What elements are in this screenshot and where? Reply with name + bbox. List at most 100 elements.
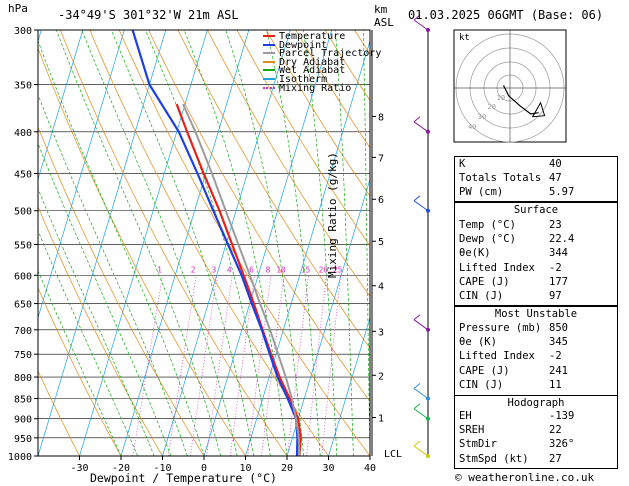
stat-value: 326° [549, 438, 575, 451]
hodograph-stats-title: Hodograph [507, 397, 565, 409]
temperature-tick-label: 30 [322, 463, 334, 474]
stat-value: 23 [549, 219, 562, 231]
isotherm-line [328, 316, 370, 456]
dewpoint-line [131, 30, 299, 456]
stat-value: 22 [549, 424, 562, 437]
mixing-ratio-label: 15 [301, 265, 311, 274]
legend-swatch [263, 69, 275, 72]
wind-barb-profile [413, 14, 430, 458]
height-axis: 8 7 6 5 4 3 2 1 [371, 30, 384, 456]
dry-adiabat-line [177, 30, 370, 349]
dry-adiabat-line [38, 287, 122, 456]
stat-label: SREH [459, 424, 485, 437]
wet-adiabat-line [55, 30, 221, 456]
stat-label: CIN (J) [459, 378, 504, 391]
stat-row: Totals Totals 47 [459, 172, 613, 186]
temperature-tick-label: -30 [70, 463, 88, 474]
mixing-ratio-label: 6 [249, 265, 254, 274]
wind-barb-shaft [413, 408, 429, 420]
stat-label: Pressure (mb) [459, 322, 542, 334]
mixing-ratio-label: 8 [266, 265, 271, 274]
stat-label: CIN (J) [459, 290, 504, 302]
isotherm-line [120, 30, 250, 456]
wind-barb-shaft [413, 445, 429, 457]
hodograph-trace [502, 85, 539, 115]
stat-value: 241 [549, 364, 568, 377]
stat-label: Lifted Index [459, 261, 535, 274]
mixing-ratio-line [287, 275, 309, 456]
stat-row: K 40 [459, 158, 613, 172]
stat-row: CIN (J) 11 [459, 379, 613, 393]
stat-row: Lifted Index -2 [459, 262, 613, 276]
x-axis-title: Dewpoint / Temperature (°C) [90, 471, 277, 485]
mixing-ratio-label: 2 [191, 265, 196, 274]
height-tick-label: 3 [378, 327, 384, 338]
stat-value: 11 [549, 378, 562, 391]
stat-value: 22.4 [549, 233, 575, 246]
dry-adiabat-line [265, 30, 370, 197]
height-tick-label: 7 [378, 153, 384, 164]
surface-panel: Surface Temp (°C) 23 Dewp (°C) 22.4 θe(K) 344… [454, 202, 618, 306]
pressure-tick-label: 400 [14, 128, 32, 139]
pressure-tick-label: 650 [14, 300, 32, 311]
stat-value: 5.97 [549, 186, 575, 199]
mixing-ratio-label: 4 [227, 265, 232, 274]
wet-adiabat-line [335, 30, 354, 456]
dry-adiabat-line [60, 30, 288, 456]
mixing-ratio-line [321, 275, 342, 456]
stat-row: Temp (°C) 23 [459, 219, 613, 233]
stat-value: 345 [549, 336, 568, 349]
pressure-tick-label: 1000 [8, 452, 32, 463]
hodograph-stats-panel: Hodograph EH -139 SREH 22 StmDir 326° StmSpd (… [454, 395, 618, 469]
pressure-tick-label: 500 [14, 207, 32, 218]
pressure-tick-label: 800 [14, 373, 32, 384]
location-title: -34°49'S 301°32'W 21m ASL [58, 8, 239, 22]
wind-barb-shaft [413, 121, 429, 133]
most-unstable-panel: Most Unstable Pressure (mb) 850 θe (K) 345 L… [454, 306, 618, 396]
stat-value: 40 [549, 158, 562, 170]
copyright-footer: © weatheronline.co.uk [455, 471, 595, 484]
dry-adiabat-line [38, 126, 205, 456]
dry-adiabat-line [38, 47, 246, 456]
height-tick-label: 8 [378, 112, 384, 123]
stat-label: Totals Totals [459, 172, 542, 185]
wet-adiabat-line [38, 93, 188, 456]
wet-adiabat-line [38, 39, 205, 456]
storm-motion-marker [531, 101, 546, 118]
stat-label: PW (cm) [459, 186, 504, 199]
pressure-tick-label: 900 [14, 415, 32, 426]
background-lines [38, 30, 370, 456]
stat-row: θe (K) 345 [459, 336, 613, 350]
dry-adiabat-line [295, 30, 370, 149]
pressure-tick-label: 450 [14, 169, 32, 180]
stat-label: StmDir [459, 438, 497, 451]
legend-label: Parcel Trajectory [279, 48, 382, 60]
wet-adiabat-line [110, 30, 255, 456]
mixing-ratio-line [132, 275, 163, 456]
isotherm-line [286, 178, 370, 456]
dry-adiabat-line [118, 30, 370, 456]
temperature-tick-label: -10 [153, 463, 171, 474]
temperature-tick-label: -20 [112, 463, 130, 474]
stat-label: Lifted Index [459, 350, 535, 363]
sounding-lines [131, 30, 302, 456]
pressure-tick-label: 550 [14, 240, 32, 251]
mixing-ratio-label: 20 [319, 265, 329, 274]
pressure-tick-label: 700 [14, 326, 32, 337]
isotherm-line [245, 39, 370, 456]
stat-value: 47 [549, 172, 562, 185]
mixing-ratio-line [306, 275, 327, 456]
legend-label: Dewpoint [279, 39, 328, 51]
dry-adiabat-line [38, 370, 80, 456]
stat-row: CAPE (J) 177 [459, 276, 613, 290]
surface-title: Surface [513, 204, 559, 216]
legend-swatch [263, 52, 275, 55]
lcl-label: LCL [384, 449, 403, 460]
wind-barb-shaft [413, 19, 429, 31]
legend-item: Isotherm [263, 74, 327, 85]
temperature-tick-label: 0 [201, 463, 207, 474]
stat-row: Lifted Index -2 [459, 350, 613, 364]
isotherm-line [203, 30, 333, 456]
mixing-ratio-line [247, 275, 272, 456]
